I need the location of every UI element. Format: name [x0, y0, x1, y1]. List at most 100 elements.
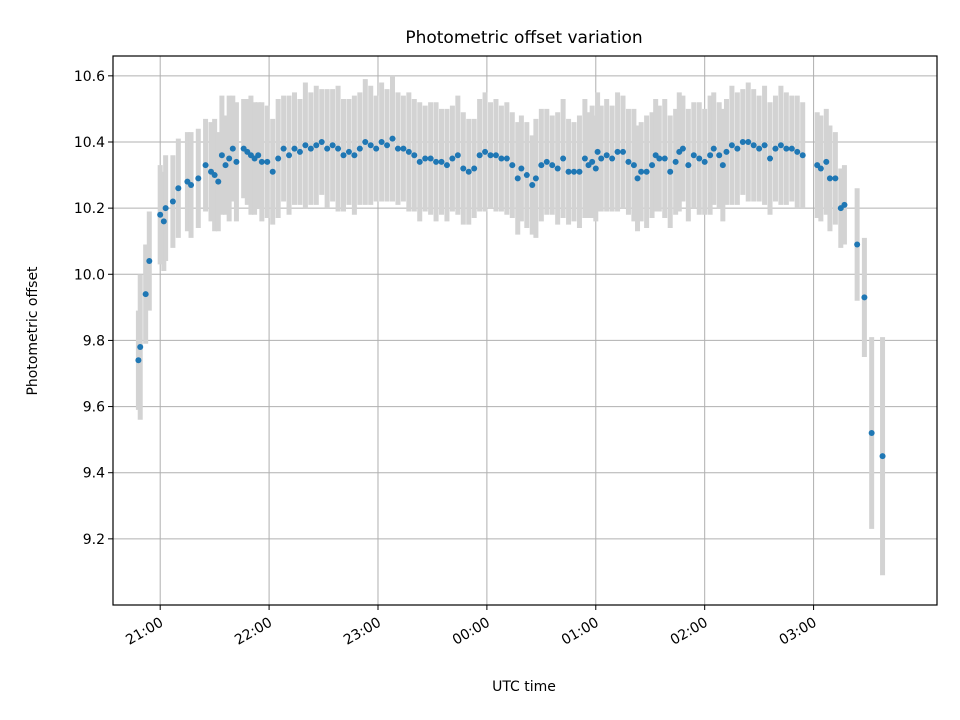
data-point [211, 172, 218, 179]
data-point [719, 162, 726, 169]
data-point [710, 145, 717, 152]
data-points [135, 135, 886, 460]
x-tick-label: 00:00 [450, 615, 493, 649]
data-point [302, 142, 309, 149]
data-point [286, 152, 293, 159]
y-tick-label: 10.6 [74, 69, 105, 85]
y-tick-label: 9.2 [83, 532, 105, 548]
data-point [367, 142, 374, 149]
data-point [750, 142, 757, 149]
data-point [465, 168, 472, 175]
data-point [823, 158, 830, 165]
data-point [638, 168, 645, 175]
data-point [589, 158, 596, 165]
data-point [356, 145, 363, 152]
data-point [218, 152, 225, 159]
x-tick-label: 02:00 [668, 615, 711, 649]
data-point [854, 241, 861, 248]
data-point [777, 142, 784, 149]
data-point [280, 145, 287, 152]
data-point [449, 155, 456, 162]
data-point [625, 158, 632, 165]
data-point [614, 148, 621, 155]
data-point [215, 178, 222, 185]
data-point [422, 155, 429, 162]
data-point [620, 148, 627, 155]
data-point [509, 162, 516, 169]
data-point [264, 158, 271, 165]
y-tick-label: 10.2 [74, 201, 105, 217]
data-point [258, 158, 265, 165]
data-point [529, 181, 536, 188]
data-point [438, 158, 445, 165]
data-point [603, 152, 610, 159]
data-point [745, 138, 752, 145]
chart-title: Photometric offset variation [405, 28, 642, 48]
data-point [389, 135, 396, 142]
data-point [416, 158, 423, 165]
data-point [405, 148, 412, 155]
data-point [716, 152, 723, 159]
data-point [329, 142, 336, 149]
y-axis-label: Photometric offset [25, 266, 41, 396]
data-point [861, 294, 868, 301]
x-tick-label: 21:00 [123, 615, 166, 649]
data-point [783, 145, 790, 152]
data-point [471, 165, 478, 172]
data-point [643, 168, 650, 175]
data-point [233, 158, 240, 165]
data-point [576, 168, 583, 175]
data-point [175, 185, 182, 192]
data-point [454, 152, 461, 159]
data-point [560, 155, 567, 162]
y-tick-label: 10.0 [74, 267, 105, 283]
data-point [571, 168, 578, 175]
data-point [135, 357, 142, 364]
data-point [817, 165, 824, 172]
data-point [335, 145, 342, 152]
data-point [460, 165, 467, 172]
data-point [761, 142, 768, 149]
data-point [411, 152, 418, 159]
data-point [661, 155, 668, 162]
data-point [672, 158, 679, 165]
data-point [498, 155, 505, 162]
data-point [696, 155, 703, 162]
y-tick-label: 10.4 [74, 135, 105, 151]
data-point [518, 165, 525, 172]
data-point [188, 181, 195, 188]
data-point [307, 145, 314, 152]
data-point [514, 175, 521, 182]
data-point [565, 168, 572, 175]
x-axis-label: UTC time [492, 679, 556, 695]
data-point [195, 175, 202, 182]
data-point [492, 152, 499, 159]
data-point [532, 175, 539, 182]
data-point [690, 152, 697, 159]
data-point [340, 152, 347, 159]
data-point [879, 453, 886, 460]
plot-frame [112, 55, 938, 606]
data-point [362, 138, 369, 145]
data-point [318, 138, 325, 145]
data-point [296, 148, 303, 155]
data-point [767, 155, 774, 162]
data-point [794, 148, 801, 155]
data-point [685, 162, 692, 169]
data-point [667, 168, 674, 175]
data-point [324, 145, 331, 152]
data-point [656, 155, 663, 162]
data-point [554, 165, 561, 172]
data-point [255, 152, 262, 159]
data-point [841, 201, 848, 208]
data-point [269, 168, 276, 175]
data-point [160, 218, 167, 225]
data-point [275, 155, 282, 162]
data-point [734, 145, 741, 152]
data-point [868, 430, 875, 437]
data-point [634, 175, 641, 182]
data-point [549, 162, 556, 169]
data-point [162, 205, 169, 212]
data-point [581, 155, 588, 162]
